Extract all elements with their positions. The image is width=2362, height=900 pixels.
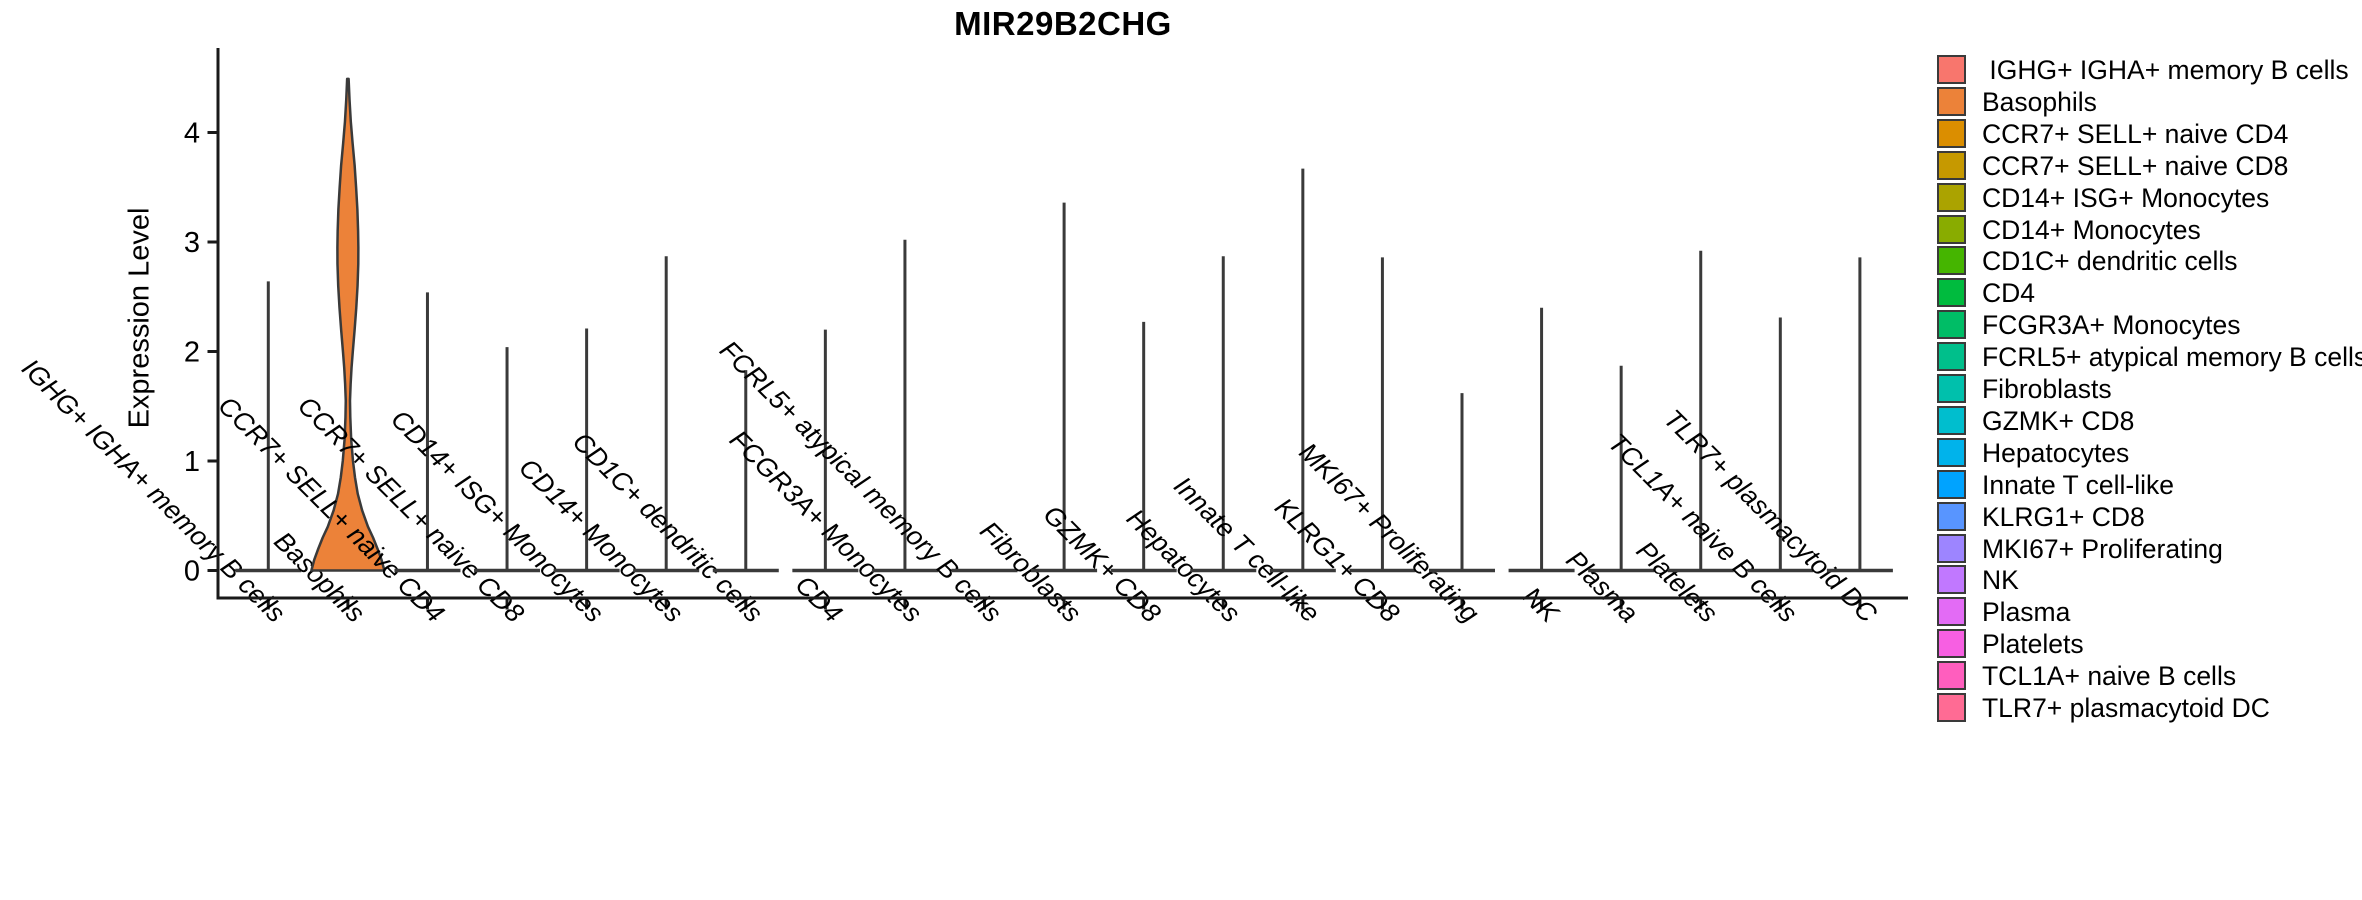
legend-label: Basophils	[1982, 86, 2097, 117]
legend-label: Plasma	[1982, 597, 2071, 628]
legend-swatch	[1937, 469, 1966, 499]
legend-label: FCRL5+ atypical memory B cells	[1982, 342, 2362, 373]
legend-label: GZMK+ CD8	[1982, 405, 2135, 436]
legend-label: KLRG1+ CD8	[1982, 501, 2145, 532]
y-tick-label: 1	[184, 446, 200, 478]
y-tick-label: 0	[184, 556, 200, 588]
x-tick-label: IGHG+ IGHA+ memory B cells	[16, 353, 291, 628]
legend-swatch	[1937, 55, 1966, 84]
legend-label: NK	[1982, 565, 2019, 596]
y-tick-label: 4	[184, 118, 200, 150]
x-tick-label: FCRL5+ atypical memory B cells	[714, 335, 1008, 629]
legend-swatch	[1937, 246, 1966, 276]
legend-label: TCL1A+ naive B cells	[1982, 661, 2237, 692]
legend-swatch	[1937, 214, 1966, 244]
legend-swatch	[1937, 118, 1966, 148]
legend-label: IGHG+ IGHA+ memory B cells	[1982, 55, 2349, 85]
legend-label: MKI67+ Proliferating	[1982, 533, 2223, 564]
legend-swatch	[1937, 405, 1966, 435]
legend-label: CCR7+ SELL+ naive CD8	[1982, 150, 2289, 181]
legend-label: Innate T cell-like	[1982, 469, 2174, 500]
legend-label: CD1C+ dendritic cells	[1982, 246, 2238, 277]
legend-swatch	[1937, 565, 1966, 595]
legend-swatch	[1937, 86, 1966, 116]
x-tick-label: NK	[1517, 581, 1565, 629]
legend-swatch	[1937, 374, 1966, 403]
violin-basophils	[310, 77, 386, 572]
legend-label: TLR7+ plasmacytoid DC	[1982, 693, 2270, 723]
plot-title: MIR29B2CHG	[954, 5, 1172, 42]
legend-swatch	[1937, 533, 1966, 563]
legend-label: CD4	[1982, 278, 2036, 309]
legend-label: FCGR3A+ Monocytes	[1982, 310, 2241, 341]
y-tick-label: 3	[184, 227, 200, 259]
legend-swatch	[1937, 597, 1966, 627]
legend-swatch	[1937, 150, 1966, 180]
legend-label: CCR7+ SELL+ naive CD4	[1982, 118, 2289, 149]
legend-label: Hepatocytes	[1982, 437, 2130, 468]
legend-swatch	[1937, 310, 1966, 340]
legend-swatch	[1937, 629, 1966, 659]
legend-swatch	[1937, 182, 1966, 212]
legend-swatch	[1937, 342, 1966, 372]
legend-label: Fibroblasts	[1982, 374, 2112, 404]
legend-label: CD14+ Monocytes	[1982, 214, 2201, 245]
legend-swatch	[1937, 437, 1966, 467]
legend-swatch	[1937, 278, 1966, 308]
legend-swatch	[1937, 693, 1966, 722]
legend-swatch	[1937, 661, 1966, 691]
y-tick-label: 2	[184, 337, 200, 369]
legend-swatch	[1937, 501, 1966, 531]
legend-label: Platelets	[1982, 629, 2084, 660]
legend-label: CD14+ ISG+ Monocytes	[1982, 182, 2270, 213]
